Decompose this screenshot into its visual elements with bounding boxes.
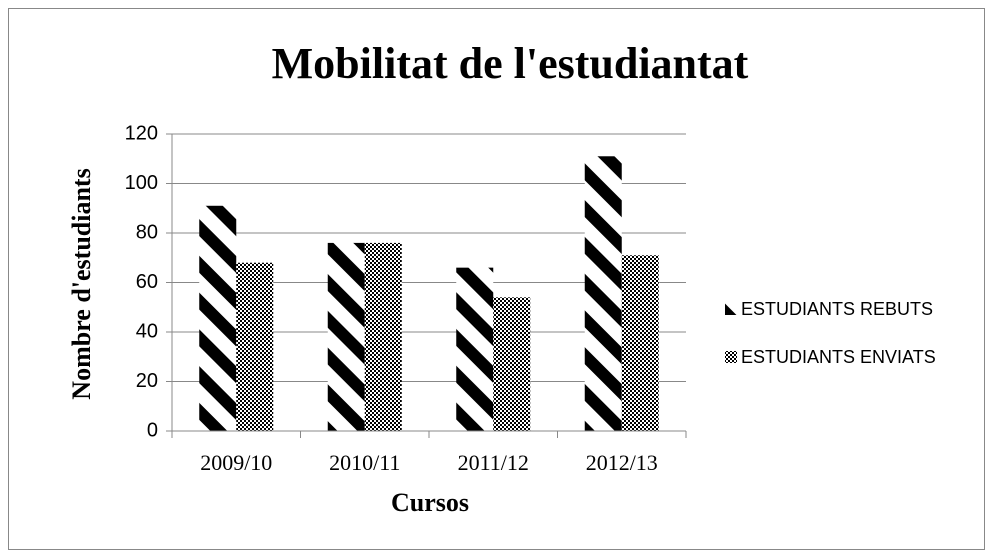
y-tick-label: 80 (136, 221, 158, 243)
bar (456, 267, 494, 431)
x-axis-label: Cursos (391, 488, 469, 517)
x-tick-label: 2009/10 (200, 450, 272, 475)
y-axis-label: Nombre d'estudiants (67, 168, 96, 399)
bar (327, 242, 365, 431)
bar (236, 262, 274, 431)
y-tick-label: 0 (147, 419, 158, 441)
chart-border (8, 8, 985, 550)
x-tick-label: 2012/13 (586, 450, 658, 475)
chart-title: Mobilitat de l'estudiantat (272, 39, 749, 88)
legend-label: ESTUDIANTS REBUTS (741, 299, 933, 319)
y-tick-label: 40 (136, 320, 158, 342)
bar (199, 205, 237, 431)
bar (621, 255, 659, 431)
legend-label: ESTUDIANTS ENVIATS (741, 347, 936, 367)
bar (493, 297, 531, 431)
y-tick-label: 60 (136, 271, 158, 293)
y-tick-label: 20 (136, 370, 158, 392)
bar (364, 242, 402, 431)
bar (584, 156, 622, 431)
legend-swatch (725, 351, 737, 363)
x-tick-label: 2011/12 (458, 450, 529, 475)
legend-swatch (725, 303, 737, 315)
y-tick-label: 120 (125, 122, 158, 144)
x-tick-label: 2010/11 (329, 450, 400, 475)
y-tick-label: 100 (125, 172, 158, 194)
